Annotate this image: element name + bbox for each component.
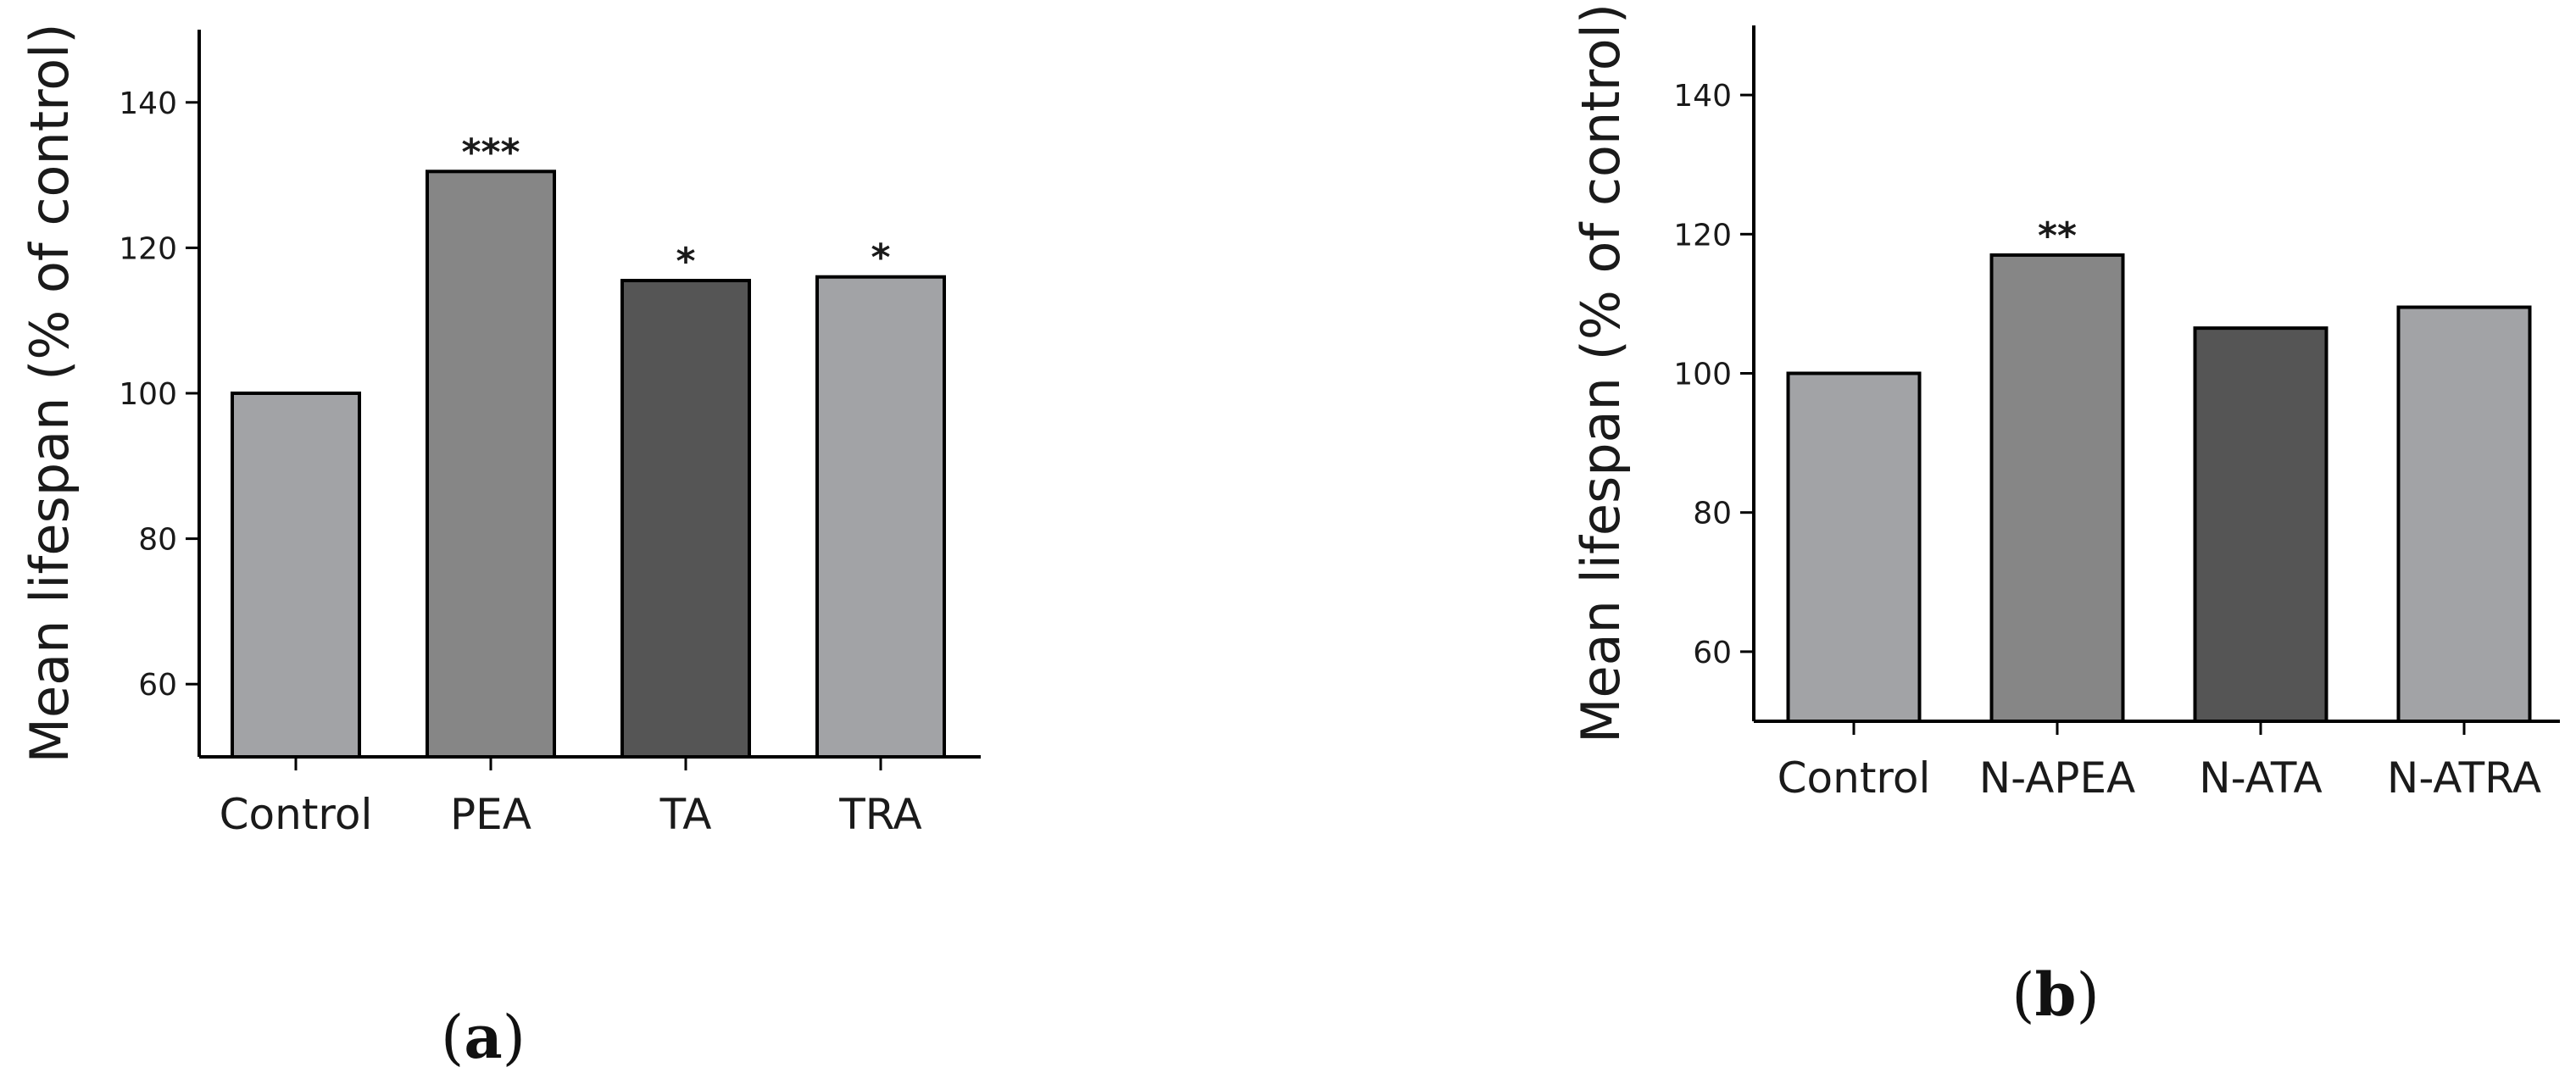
bar-control [1786, 371, 1922, 723]
y-tick-label: 80 [1693, 497, 1732, 531]
bar-n-atra [2396, 305, 2532, 723]
y-tick-label: 100 [1673, 358, 1732, 392]
y-axis-title: Mean lifespan (% of control) [1570, 3, 1632, 743]
y-tick-label: 60 [1693, 636, 1732, 670]
category-label: Control [1778, 753, 1931, 803]
y-tick-label: 120 [1673, 218, 1732, 253]
chart-panel-a: Control *** PEA * TA * TRA 60 80 100 120 140 Mean li… [19, 23, 981, 1072]
y-tick-label: 100 [119, 377, 177, 412]
bar-pea [426, 170, 556, 759]
category-label: N-ATRA [2387, 753, 2541, 803]
panel-label: (b) [2011, 959, 2100, 1030]
panel-label: (a) [441, 1002, 526, 1072]
category-label: PEA [450, 790, 531, 839]
significance-label: ** [2038, 214, 2077, 258]
y-tick-label: 140 [1673, 79, 1732, 114]
chart-panel-b: Control ** N-APEA N-ATA N-ATRA 60 80 100 120 140 M… [1570, 3, 2560, 1030]
category-label: N-APEA [1979, 753, 2136, 803]
category-label: TA [659, 790, 712, 839]
bar-n-ata [2193, 326, 2328, 723]
y-tick-label: 60 [138, 668, 177, 703]
bar-ta [620, 279, 751, 759]
y-tick-label: 80 [138, 523, 177, 558]
category-label: N-ATA [2199, 753, 2323, 803]
bar-tra [815, 275, 946, 759]
significance-label: * [676, 240, 695, 283]
bar-control [231, 392, 361, 759]
significance-label: *** [461, 131, 520, 174]
y-axis-title: Mean lifespan (% of control) [19, 23, 81, 763]
bar-n-apea [1989, 253, 2125, 723]
y-tick-label: 120 [119, 231, 177, 266]
y-tick-label: 140 [119, 86, 177, 121]
significance-label: * [871, 236, 890, 280]
category-label: TRA [838, 790, 921, 839]
category-label: Control [220, 790, 373, 839]
